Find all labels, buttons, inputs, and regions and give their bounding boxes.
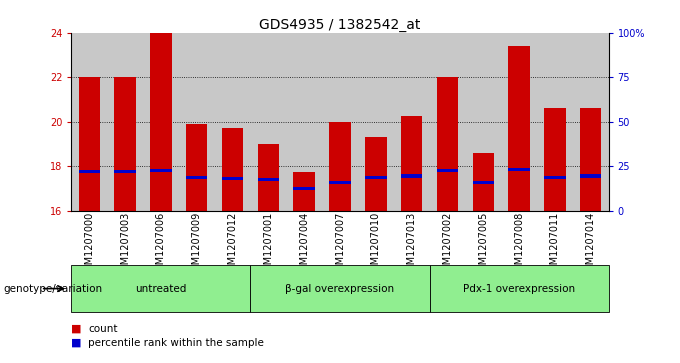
Bar <box>258 178 279 181</box>
Text: ■: ■ <box>71 338 82 348</box>
Text: untreated: untreated <box>135 284 186 294</box>
Bar <box>430 33 465 211</box>
Bar <box>150 169 171 172</box>
Bar <box>544 176 566 179</box>
Bar <box>286 33 322 211</box>
Bar <box>465 33 501 211</box>
Bar <box>580 108 601 211</box>
Bar <box>322 33 358 211</box>
Bar <box>473 153 494 211</box>
Bar <box>401 174 422 178</box>
Bar <box>150 33 171 211</box>
Bar <box>365 176 386 179</box>
Bar <box>329 181 351 184</box>
Bar <box>179 33 215 211</box>
Bar <box>573 33 609 211</box>
Bar <box>394 33 430 211</box>
Bar <box>143 33 179 211</box>
Text: β-gal overexpression: β-gal overexpression <box>286 284 394 294</box>
Text: count: count <box>88 323 118 334</box>
Bar <box>501 33 537 211</box>
Bar <box>537 33 573 211</box>
Bar <box>250 33 286 211</box>
Bar <box>329 122 351 211</box>
Text: genotype/variation: genotype/variation <box>3 284 103 294</box>
Bar <box>114 77 136 211</box>
Bar <box>222 128 243 211</box>
Bar <box>509 168 530 171</box>
Bar <box>186 176 207 179</box>
Text: Pdx-1 overexpression: Pdx-1 overexpression <box>463 284 575 294</box>
Bar <box>186 124 207 211</box>
Bar <box>79 77 100 211</box>
Title: GDS4935 / 1382542_at: GDS4935 / 1382542_at <box>259 18 421 32</box>
Bar <box>215 33 250 211</box>
Text: ■: ■ <box>71 323 82 334</box>
Bar <box>365 137 386 211</box>
Bar <box>294 187 315 190</box>
Bar <box>294 172 315 211</box>
Bar <box>79 170 100 173</box>
Bar <box>71 33 107 211</box>
Bar <box>401 116 422 211</box>
Bar <box>222 177 243 180</box>
Bar <box>580 174 601 178</box>
Bar <box>114 170 136 173</box>
Bar <box>258 144 279 211</box>
Bar <box>358 33 394 211</box>
Bar <box>437 169 458 172</box>
Bar <box>509 46 530 211</box>
Bar <box>473 181 494 184</box>
Text: percentile rank within the sample: percentile rank within the sample <box>88 338 265 348</box>
Bar <box>107 33 143 211</box>
Bar <box>437 77 458 211</box>
Bar <box>544 108 566 211</box>
